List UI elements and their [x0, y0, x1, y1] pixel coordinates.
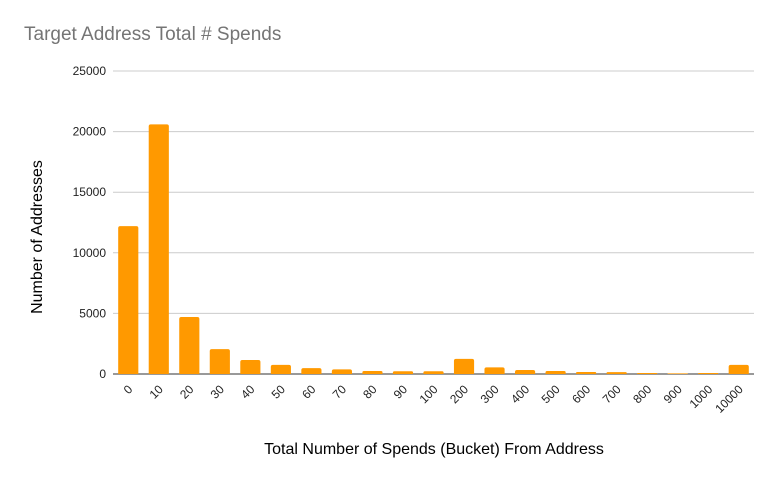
bar: [453, 358, 475, 374]
gridlines: [113, 70, 754, 375]
y-axis-title: Number of Addresses: [29, 160, 46, 314]
bar: [667, 373, 688, 374]
bar: [392, 371, 414, 374]
bar: [362, 370, 383, 374]
bar: [606, 372, 627, 374]
bar: [179, 317, 200, 374]
x-tick-label: 80: [360, 382, 380, 402]
bar: [331, 369, 353, 374]
x-tick-label: 70: [330, 382, 350, 402]
bar: [514, 370, 536, 374]
x-tick-label: 600: [569, 382, 593, 406]
x-tick-label: 30: [208, 382, 228, 402]
y-tick-label: 5000: [79, 306, 106, 320]
chart-title: Target Address Total # Spends: [24, 24, 282, 45]
bar: [240, 360, 261, 374]
x-tick-label: 40: [238, 382, 258, 402]
x-tick-label: 300: [478, 382, 502, 406]
y-tick-label: 20000: [73, 125, 107, 139]
x-tick-label: 90: [391, 382, 411, 402]
bar: [637, 373, 658, 374]
x-tick-label: 100: [417, 382, 441, 406]
bar: [301, 368, 322, 374]
bar: [545, 370, 566, 374]
x-tick-label: 800: [630, 382, 654, 406]
x-tick-label: 900: [661, 382, 685, 406]
y-tick-label: 10000: [73, 246, 107, 260]
x-tick-label: 10000: [712, 382, 746, 416]
bars: [118, 124, 749, 374]
x-tick-labels: 0 10 20 30 40 50 60 70 80 90 100 200 300 400 500 600 700…: [121, 382, 746, 416]
x-tick-label: 700: [600, 382, 624, 406]
x-tick-label: 500: [539, 382, 563, 406]
x-tick-label: 60: [299, 382, 319, 402]
x-tick-label: 10: [147, 382, 167, 402]
x-tick-label: 20: [177, 382, 197, 402]
x-tick-label: 50: [269, 382, 289, 402]
x-tick-label: 400: [508, 382, 532, 406]
bar: [484, 367, 505, 374]
y-tick-labels: 0 5000 10000 15000 20000 25000: [73, 64, 107, 381]
bar: [698, 373, 719, 374]
bar: [148, 124, 169, 374]
bar: [118, 226, 139, 374]
bar: [270, 364, 291, 374]
x-tick-label: 200: [447, 382, 471, 406]
y-tick-label: 25000: [73, 64, 107, 78]
y-tick-label: 0: [99, 367, 106, 381]
x-axis-title: Total Number of Spends (Bucket) From Add…: [264, 441, 604, 458]
bar: [209, 349, 230, 374]
x-tick-label: 1000: [687, 382, 716, 411]
bar: [728, 364, 749, 374]
bar: [423, 371, 444, 374]
bar: [576, 372, 597, 374]
x-tick-label: 0: [121, 382, 136, 397]
y-tick-label: 15000: [73, 185, 107, 199]
